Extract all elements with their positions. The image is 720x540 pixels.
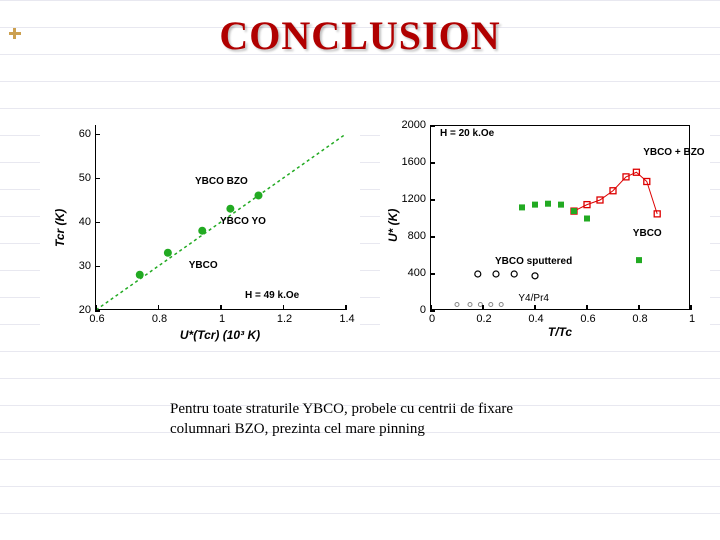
xtick: 1.2 (273, 313, 297, 325)
point-label: YBCO BZO (195, 176, 248, 187)
xtick: 1 (680, 313, 704, 325)
title-bar: CONCLUSION (0, 0, 720, 70)
series-label: YBCO + BZO (643, 147, 704, 158)
point-label: YBCO YO (220, 216, 266, 227)
series-label: YBCO (633, 228, 662, 239)
caption-line2: columnari BZO, prezinta cel mare pinning (170, 421, 425, 437)
charts-row: Tcr (K) U*(Tcr) (10³ K) H = 49 k.Oe 2030… (40, 120, 710, 350)
xtick: 0.2 (472, 313, 496, 325)
ytick: 800 (392, 230, 426, 242)
xtick: 1.4 (335, 313, 359, 325)
xtick: 0.8 (628, 313, 652, 325)
xtick: 0 (420, 313, 444, 325)
right-note: H = 20 k.Oe (440, 128, 494, 139)
ytick: 400 (392, 267, 426, 279)
xtick: 0.8 (148, 313, 172, 325)
slide-title: CONCLUSION (219, 12, 500, 59)
bullet-icon (8, 26, 22, 40)
ytick: 2000 (392, 119, 426, 131)
ytick: 50 (67, 172, 91, 184)
left-note: H = 49 k.Oe (245, 290, 299, 301)
xtick: 0.4 (524, 313, 548, 325)
ytick: 30 (67, 260, 91, 272)
series-label: Y4/Pr4 (518, 293, 549, 304)
right-xlabel: T/Tc (530, 325, 590, 339)
left-ylabel: Tcr (K) (53, 187, 67, 247)
ytick: 40 (67, 216, 91, 228)
ytick: 1200 (392, 193, 426, 205)
xtick: 1 (210, 313, 234, 325)
xtick: 0.6 (85, 313, 109, 325)
ytick: 60 (67, 128, 91, 140)
xtick: 0.6 (576, 313, 600, 325)
caption-line1: Pentru toate straturile YBCO, probele cu… (170, 401, 513, 417)
point-label: YBCO (189, 260, 218, 271)
left-chart: Tcr (K) U*(Tcr) (10³ K) H = 49 k.Oe 2030… (40, 120, 360, 350)
right-chart: U* (K) T/Tc H = 20 k.Oe 0400800120016002… (380, 120, 710, 350)
ytick: 1600 (392, 156, 426, 168)
left-xlabel: U*(Tcr) (10³ K) (150, 328, 290, 342)
series-label: YBCO sputtered (495, 256, 572, 267)
caption: Pentru toate straturile YBCO, probele cu… (170, 400, 590, 439)
